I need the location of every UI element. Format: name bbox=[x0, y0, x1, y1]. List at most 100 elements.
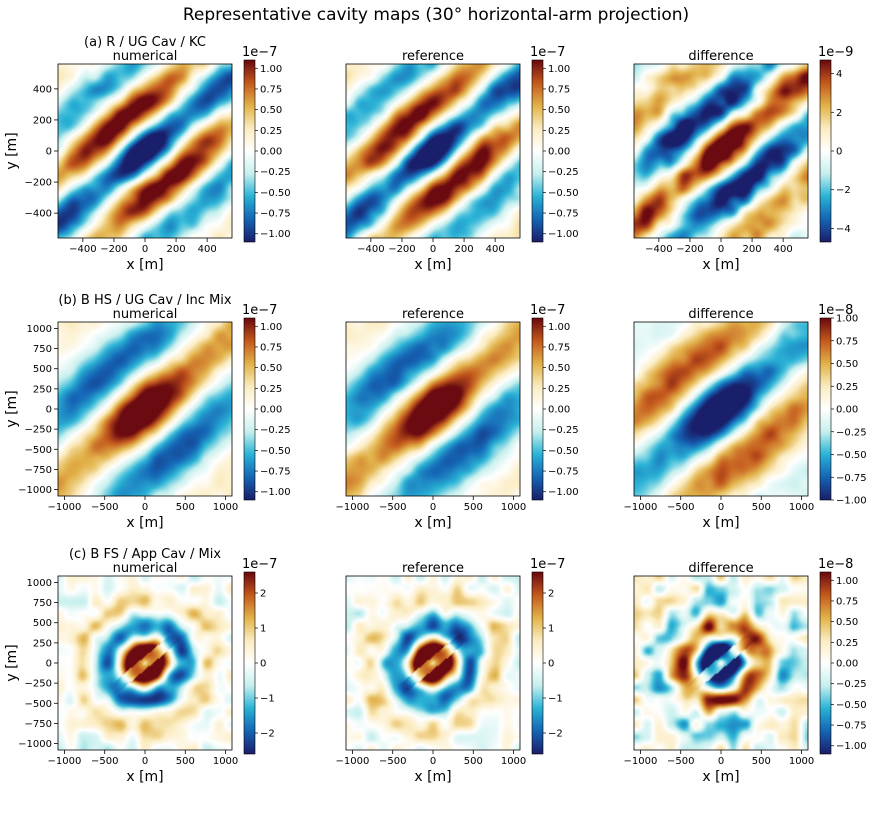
x-axis-label: x [m] bbox=[126, 769, 163, 785]
colorbar-tick-label: −0.75 bbox=[836, 473, 867, 484]
row-label: (b) B HS / UG Cav / Inc Mix bbox=[58, 293, 232, 308]
x-tick-label: 400 bbox=[198, 244, 217, 255]
colorbar-tick-label: −0.25 bbox=[260, 167, 291, 178]
colorbar-tick-label: 0.75 bbox=[548, 84, 570, 95]
heatmap-image bbox=[58, 576, 232, 750]
colorbar bbox=[532, 60, 543, 242]
y-tick-label: −750 bbox=[25, 465, 52, 476]
x-tick-label: 500 bbox=[464, 756, 483, 767]
colorbar-tick-label: 0.00 bbox=[548, 147, 570, 158]
x-tick-label: 500 bbox=[752, 502, 771, 513]
colorbar-tick-label: 0.50 bbox=[836, 617, 858, 628]
x-axis-label: x [m] bbox=[414, 515, 451, 531]
panel-r1c1: reference −1000 −500 0 500 1000 x [m] 1e−7 −1.00… bbox=[336, 303, 579, 531]
x-tick-label: 0 bbox=[718, 502, 724, 513]
colorbar-tick-label: −0.25 bbox=[836, 427, 867, 438]
x-tick-label: −1000 bbox=[624, 502, 658, 513]
colorbar-exponent: 1e−8 bbox=[818, 557, 853, 572]
heatmap-image bbox=[58, 64, 232, 238]
heatmap-image bbox=[346, 64, 520, 238]
colorbar-tick-label: −2 bbox=[260, 729, 275, 740]
x-tick-label: −500 bbox=[91, 502, 118, 513]
colorbar-tick-label: 0.25 bbox=[260, 126, 282, 137]
y-tick-label: −500 bbox=[25, 445, 52, 456]
colorbar bbox=[532, 318, 543, 500]
colorbar-tick-label: 2 bbox=[548, 589, 554, 600]
panel-title: difference bbox=[688, 49, 753, 64]
colorbar-tick-label: 1.00 bbox=[836, 576, 858, 587]
x-tick-label: 500 bbox=[176, 502, 195, 513]
x-tick-label: 0 bbox=[430, 502, 436, 513]
colorbar-tick-label: 2 bbox=[260, 589, 266, 600]
panel-title: difference bbox=[688, 307, 753, 322]
colorbar bbox=[820, 572, 831, 754]
x-tick-label: −1000 bbox=[624, 756, 658, 767]
x-tick-label: 0 bbox=[430, 756, 436, 767]
panel-title: reference bbox=[402, 49, 464, 64]
x-tick-label: −1000 bbox=[336, 502, 370, 513]
x-axis-label: x [m] bbox=[126, 515, 163, 531]
panel-title: numerical bbox=[113, 307, 178, 322]
x-tick-label: 200 bbox=[743, 244, 762, 255]
x-tick-label: 0 bbox=[142, 756, 148, 767]
colorbar-tick-label: 0.00 bbox=[260, 147, 282, 158]
colorbar-tick-label: 0.75 bbox=[836, 336, 858, 347]
colorbar bbox=[820, 318, 831, 500]
y-tick-label: 500 bbox=[33, 618, 52, 629]
y-tick-label: 250 bbox=[33, 638, 52, 649]
y-axis-label: y [m] bbox=[4, 132, 20, 169]
y-tick-label: 0 bbox=[46, 405, 52, 416]
x-tick-label: 0 bbox=[142, 244, 148, 255]
colorbar-tick-label: 0.75 bbox=[836, 596, 858, 607]
colorbar-tick-label: 0.00 bbox=[260, 405, 282, 416]
y-tick-label: −250 bbox=[25, 425, 52, 436]
y-tick-label: −250 bbox=[25, 679, 52, 690]
y-tick-label: 1000 bbox=[27, 578, 52, 589]
colorbar-tick-label: 1 bbox=[548, 624, 554, 635]
y-tick-label: −200 bbox=[25, 178, 52, 189]
heatmap-image bbox=[58, 322, 232, 496]
x-tick-label: −200 bbox=[388, 244, 415, 255]
panel-r0c1: reference −400 −200 0 200 400 x [m] 1e−7 −1.00 −0… bbox=[345, 45, 579, 273]
y-tick-label: 1000 bbox=[27, 324, 52, 335]
colorbar-tick-label: 0.50 bbox=[260, 105, 282, 116]
colorbar bbox=[532, 572, 543, 754]
colorbar-tick-label: −2 bbox=[836, 185, 851, 196]
colorbar-exponent: 1e−7 bbox=[242, 45, 277, 60]
x-tick-label: 1000 bbox=[789, 502, 814, 513]
y-tick-label: −1000 bbox=[18, 485, 52, 496]
x-tick-label: 0 bbox=[718, 244, 724, 255]
colorbar-tick-label: −0.50 bbox=[836, 700, 867, 711]
x-axis-label: x [m] bbox=[126, 257, 163, 273]
y-axis-label: y [m] bbox=[4, 390, 20, 427]
colorbar-tick-label: −1.00 bbox=[836, 496, 867, 507]
colorbar-tick-label: 0.25 bbox=[548, 384, 570, 395]
colorbar-tick-label: 0 bbox=[548, 659, 554, 670]
colorbar bbox=[820, 60, 831, 242]
colorbar-tick-label: −0.75 bbox=[836, 721, 867, 732]
x-tick-label: 1000 bbox=[501, 756, 526, 767]
row-label: (a) R / UG Cav / KC bbox=[84, 35, 206, 50]
panel-title: reference bbox=[402, 561, 464, 576]
figure-title: Representative cavity maps (30° horizont… bbox=[183, 5, 689, 25]
colorbar-tick-label: 1.00 bbox=[548, 322, 570, 333]
colorbar-tick-label: −0.50 bbox=[260, 188, 291, 199]
x-tick-label: 200 bbox=[455, 244, 474, 255]
y-tick-label: 750 bbox=[33, 344, 52, 355]
colorbar-tick-label: 0.50 bbox=[548, 105, 570, 116]
x-tick-label: 0 bbox=[142, 502, 148, 513]
y-tick-label: −1000 bbox=[18, 739, 52, 750]
colorbar-tick-label: 0.25 bbox=[836, 382, 858, 393]
x-tick-label: 500 bbox=[464, 502, 483, 513]
colorbar-tick-label: −0.50 bbox=[548, 446, 579, 457]
x-tick-label: −400 bbox=[645, 244, 672, 255]
x-axis-label: x [m] bbox=[702, 257, 739, 273]
x-tick-label: 200 bbox=[167, 244, 186, 255]
heatmap-image bbox=[634, 576, 808, 750]
x-tick-label: 1000 bbox=[213, 756, 238, 767]
heatmap-image bbox=[634, 322, 808, 496]
colorbar-exponent: 1e−7 bbox=[242, 303, 277, 318]
colorbar bbox=[244, 60, 255, 242]
x-tick-label: −500 bbox=[379, 502, 406, 513]
